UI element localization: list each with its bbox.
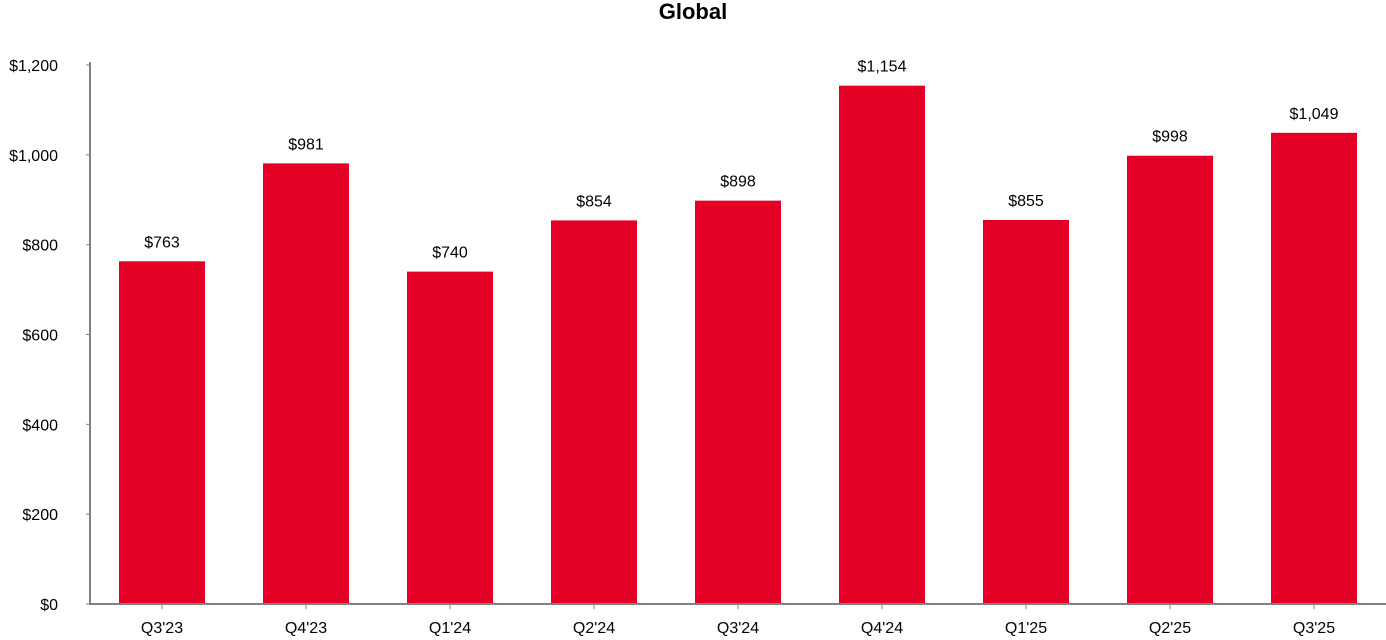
bar (1271, 132, 1357, 605)
x-tick-label: Q4'24 (861, 620, 903, 637)
y-tick-label: $1,000 (9, 148, 58, 165)
y-tick-label: $800 (22, 238, 58, 255)
x-tick-label: Q3'24 (717, 620, 759, 637)
y-axis-ticks: $0 $200 $400 $600 $800 $1,000 $1,200 (9, 58, 90, 614)
bars-group (119, 85, 1357, 605)
bar-data-label: $855 (1008, 193, 1044, 210)
x-tick-label: Q1'24 (429, 620, 471, 637)
bar-data-label: $998 (1152, 129, 1188, 146)
bar (551, 220, 637, 604)
bar-data-label: $898 (720, 174, 756, 191)
x-tick-label: Q2'24 (573, 620, 615, 637)
x-tick-label: Q1'25 (1005, 620, 1047, 637)
bar-data-label: $763 (144, 234, 180, 251)
bar-data-label: $1,049 (1290, 106, 1339, 123)
y-tick-label: $200 (22, 507, 58, 524)
y-tick-label: $400 (22, 417, 58, 434)
bar-data-label: $854 (576, 193, 612, 210)
data-labels-group: $763 $981 $740 $854 $898 $1,154 $855 $998 $1,049 (144, 59, 1338, 262)
x-tick-label: Q2'25 (1149, 620, 1191, 637)
x-axis-ticks: Q3'23 Q4'23 Q1'24 Q2'24 Q3'24 Q4'24 Q1'25 Q2'25… (141, 604, 1335, 637)
bar-data-label: $740 (432, 245, 468, 262)
bar (407, 271, 493, 604)
bar (119, 261, 205, 604)
chart-title: Global (659, 0, 727, 24)
bar (695, 200, 781, 605)
y-tick-label: $1,200 (9, 58, 58, 75)
bar-data-label: $981 (288, 136, 324, 153)
bar (1127, 155, 1213, 604)
y-tick-label: $0 (40, 597, 58, 614)
bar-data-label: $1,154 (858, 59, 907, 76)
x-tick-label: Q4'23 (285, 620, 327, 637)
x-tick-label: Q3'23 (141, 620, 183, 637)
bar (263, 163, 349, 604)
x-tick-label: Q3'25 (1293, 620, 1335, 637)
bar (839, 85, 925, 604)
y-tick-label: $600 (22, 328, 58, 345)
bar (983, 219, 1069, 604)
